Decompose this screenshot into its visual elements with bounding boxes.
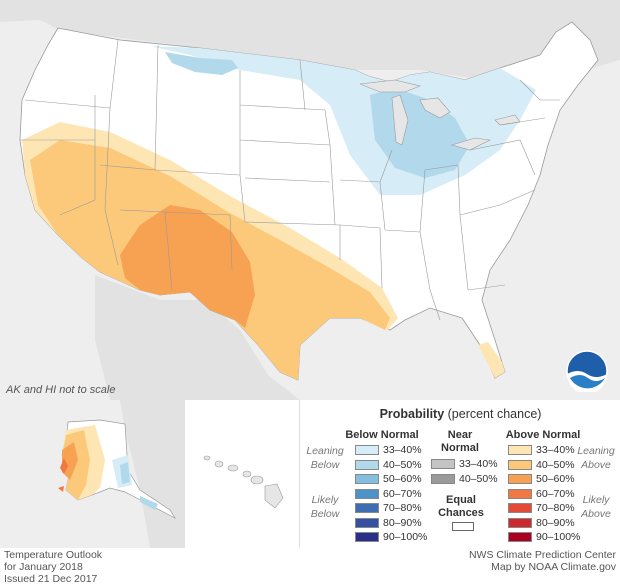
above-50-60-area bbox=[120, 205, 255, 328]
legend-swatch bbox=[508, 488, 532, 499]
conus-outlook-map bbox=[0, 0, 620, 400]
legend-swatch bbox=[508, 532, 532, 542]
legend-swatch-row: 80–90% bbox=[508, 517, 575, 529]
hawaii-islands bbox=[203, 455, 284, 509]
near-normal-header-2: Normal bbox=[441, 442, 479, 454]
legend-swatch-label: 90–100% bbox=[536, 531, 581, 543]
legend-swatch-row: 90–100% bbox=[508, 531, 580, 543]
legend-swatch-row: 33–40% bbox=[355, 444, 422, 456]
legend-swatch-row: 40–50% bbox=[355, 459, 422, 471]
legend-title-rest: (percent chance) bbox=[444, 407, 542, 421]
legend-swatch-row: 90–100% bbox=[355, 531, 427, 543]
below-40-50-area-north bbox=[165, 52, 238, 75]
caption-line-1: Temperature Outlook bbox=[4, 549, 103, 561]
legend-swatch-label: 40–50% bbox=[459, 473, 498, 485]
equal-chances-swatch bbox=[452, 522, 474, 531]
legend-swatch-label: 33–40% bbox=[459, 458, 498, 470]
legend-swatch bbox=[355, 532, 379, 542]
legend-swatch-label: 70–80% bbox=[536, 502, 575, 514]
legend-swatch bbox=[355, 503, 379, 513]
legend-swatch bbox=[508, 445, 532, 455]
legend-swatch-row: 40–50% bbox=[431, 473, 498, 485]
great-lakes bbox=[359, 79, 521, 151]
leaning-above-label: Leaning Above bbox=[577, 445, 615, 471]
legend-swatch-row: 50–60% bbox=[355, 473, 422, 485]
caption-issued-date: Issued 21 Dec 2017 bbox=[4, 573, 98, 585]
legend-swatch bbox=[355, 459, 379, 470]
legend-swatch-label: 60–70% bbox=[536, 487, 575, 500]
legend-swatch bbox=[508, 503, 532, 513]
legend-swatch-label: 80–90% bbox=[536, 516, 575, 529]
hawaii-inset-map bbox=[187, 400, 297, 548]
below-normal-header: Below Normal bbox=[345, 429, 419, 441]
legend-title: Probability (percent chance) bbox=[300, 407, 620, 421]
legend-swatch bbox=[355, 445, 379, 455]
state-boundaries bbox=[20, 39, 560, 321]
credit-line-2: Map by NOAA Climate.gov bbox=[491, 561, 616, 573]
legend-swatch-label: 80–90% bbox=[383, 516, 422, 529]
probability-legend: Probability (percent chance) Below Norma… bbox=[299, 400, 620, 548]
legend-swatch bbox=[508, 459, 532, 470]
legend-swatch-label: 33–40% bbox=[383, 444, 422, 456]
scale-note: AK and HI not to scale bbox=[6, 384, 116, 396]
legend-swatch-row: 33–40% bbox=[431, 458, 498, 470]
legend-swatch-row: 80–90% bbox=[355, 517, 422, 529]
legend-swatch-label: 60–70% bbox=[383, 487, 422, 500]
near-normal-header-1: Near bbox=[447, 429, 473, 441]
legend-swatch bbox=[355, 517, 379, 528]
equal-chances-label: Equal Chances bbox=[438, 494, 484, 519]
alaska-inset-map bbox=[0, 400, 185, 548]
legend-swatch-label: 50–60% bbox=[536, 473, 575, 485]
legend-swatch-label: 70–80% bbox=[383, 502, 422, 514]
legend-swatch bbox=[431, 474, 455, 484]
legend-title-bold: Probability bbox=[379, 407, 445, 421]
leaning-below-label: Leaning Below bbox=[306, 445, 344, 471]
canada-mexico-land bbox=[0, 0, 620, 400]
likely-above-label: Likely Above bbox=[581, 494, 611, 520]
legend-swatch-row: 70–80% bbox=[508, 502, 575, 514]
legend-swatch bbox=[508, 517, 532, 528]
legend-swatch bbox=[431, 459, 455, 469]
legend-swatch-row: 60–70% bbox=[508, 488, 575, 500]
legend-swatch-label: 50–60% bbox=[383, 473, 422, 485]
legend-swatch-label: 40–50% bbox=[383, 458, 422, 471]
legend-swatch bbox=[355, 474, 379, 484]
legend-swatch-row: 50–60% bbox=[508, 473, 575, 485]
legend-swatch-label: 90–100% bbox=[383, 531, 428, 543]
legend-swatch-row: 70–80% bbox=[355, 502, 422, 514]
caption-line-2: for January 2018 bbox=[4, 561, 83, 573]
legend-swatch-row: 40–50% bbox=[508, 459, 575, 471]
credit-caption: NWS Climate Prediction Center Map by NOA… bbox=[469, 549, 616, 573]
legend-swatch-label: 33–40% bbox=[536, 444, 575, 456]
legend-swatch-row: 33–40% bbox=[508, 444, 575, 456]
outlook-caption: Temperature Outlook for January 2018 Iss… bbox=[4, 549, 102, 585]
noaa-logo bbox=[566, 350, 608, 392]
legend-swatch-label: 40–50% bbox=[536, 458, 575, 471]
legend-swatch bbox=[355, 488, 379, 499]
credit-line-1: NWS Climate Prediction Center bbox=[468, 549, 616, 561]
legend-swatch-row: 60–70% bbox=[355, 488, 422, 500]
likely-below-label: Likely Below bbox=[310, 494, 340, 520]
legend-swatch bbox=[508, 474, 532, 484]
above-normal-header: Above Normal bbox=[505, 429, 581, 441]
